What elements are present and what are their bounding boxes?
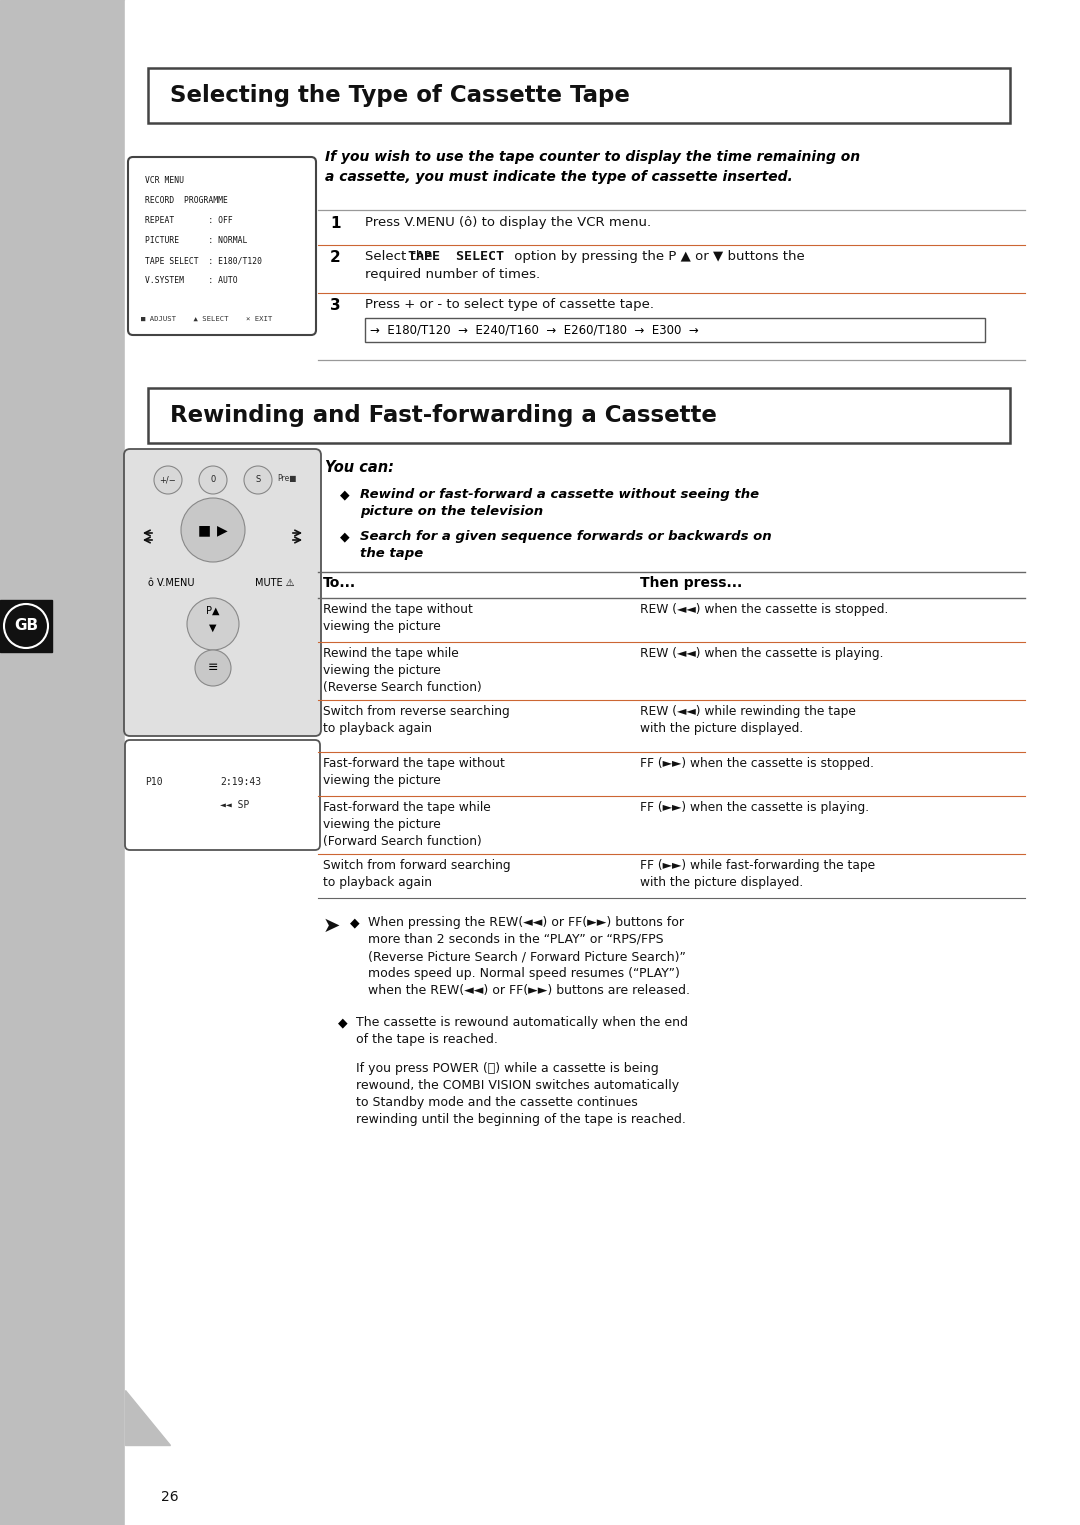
Circle shape — [187, 598, 239, 650]
FancyBboxPatch shape — [125, 740, 320, 849]
Text: Rewinding and Fast-forwarding a Cassette: Rewinding and Fast-forwarding a Cassette — [170, 404, 717, 427]
Polygon shape — [125, 1389, 170, 1446]
Text: ◆: ◆ — [340, 531, 350, 543]
Text: V.SYSTEM     : AUTO: V.SYSTEM : AUTO — [145, 276, 238, 285]
Text: ■ ADJUST    ▲ SELECT    × EXIT: ■ ADJUST ▲ SELECT × EXIT — [141, 316, 272, 322]
Text: +/−: +/− — [160, 476, 176, 485]
Bar — [148, 69, 1010, 124]
Text: FF (►►) while fast-forwarding the tape
with the picture displayed.: FF (►►) while fast-forwarding the tape w… — [640, 859, 875, 889]
Text: Search for a given sequence forwards or backwards on
the tape: Search for a given sequence forwards or … — [360, 531, 771, 560]
Circle shape — [154, 467, 183, 494]
Text: REW (◄◄) while rewinding the tape
with the picture displayed.: REW (◄◄) while rewinding the tape with t… — [640, 705, 855, 735]
Text: Select the: Select the — [365, 250, 436, 262]
Text: GB: GB — [14, 619, 38, 633]
Text: Rewind the tape while
viewing the picture
(Reverse Search function): Rewind the tape while viewing the pictur… — [323, 647, 482, 694]
FancyBboxPatch shape — [129, 157, 316, 336]
Text: ➤: ➤ — [323, 917, 340, 936]
Text: Switch from forward searching
to playback again: Switch from forward searching to playbac… — [323, 859, 511, 889]
Text: RECORD  PROGRAMME: RECORD PROGRAMME — [145, 197, 228, 204]
Text: Rewind or fast-forward a cassette without seeing the
picture on the television: Rewind or fast-forward a cassette withou… — [360, 488, 759, 518]
FancyBboxPatch shape — [124, 448, 321, 737]
Text: 3: 3 — [330, 297, 340, 313]
Text: P▲: P▲ — [206, 605, 219, 616]
Bar — [0, 599, 52, 653]
Text: option by pressing the P ▲ or ▼ buttons the: option by pressing the P ▲ or ▼ buttons … — [510, 250, 805, 262]
Text: 2:19:43: 2:19:43 — [220, 778, 261, 787]
Text: ■: ■ — [198, 523, 211, 537]
Text: Press V.MENU (ô) to display the VCR menu.: Press V.MENU (ô) to display the VCR menu… — [365, 217, 651, 229]
Text: PICTURE      : NORMAL: PICTURE : NORMAL — [145, 236, 247, 246]
Bar — [148, 387, 1010, 442]
Circle shape — [181, 499, 245, 563]
Circle shape — [4, 604, 48, 648]
Circle shape — [199, 467, 227, 494]
Text: If you wish to use the tape counter to display the time remaining on
a cassette,: If you wish to use the tape counter to d… — [325, 149, 860, 183]
Text: ◆: ◆ — [338, 1016, 348, 1029]
Text: VCR MENU: VCR MENU — [145, 175, 184, 185]
Text: TAPE SELECT  : E180/T120: TAPE SELECT : E180/T120 — [145, 256, 262, 265]
Text: Fast-forward the tape while
viewing the picture
(Forward Search function): Fast-forward the tape while viewing the … — [323, 801, 490, 848]
Bar — [125, 0, 1080, 1525]
Text: ≡: ≡ — [207, 662, 218, 674]
Text: ô V.MENU: ô V.MENU — [148, 578, 194, 589]
Text: When pressing the REW(◄◄) or FF(►►) buttons for
more than 2 seconds in the “PLAY: When pressing the REW(◄◄) or FF(►►) butt… — [368, 917, 690, 997]
Text: ▼: ▼ — [210, 624, 217, 633]
Text: →  E180/T120  →  E240/T160  →  E260/T180  →  E300  →: → E180/T120 → E240/T160 → E260/T180 → E3… — [370, 323, 699, 337]
Text: Press + or - to select type of cassette tape.: Press + or - to select type of cassette … — [365, 297, 654, 311]
Text: ◄◄ SP: ◄◄ SP — [220, 801, 249, 810]
Text: REW (◄◄) when the cassette is playing.: REW (◄◄) when the cassette is playing. — [640, 647, 883, 660]
Text: ▶: ▶ — [217, 523, 227, 537]
Text: S: S — [255, 476, 260, 485]
Text: 2: 2 — [330, 250, 341, 265]
Circle shape — [244, 467, 272, 494]
Text: Rewind the tape without
viewing the picture: Rewind the tape without viewing the pict… — [323, 602, 473, 633]
Text: Then press...: Then press... — [640, 576, 742, 590]
Bar — [0, 0, 125, 1525]
Text: P10: P10 — [145, 778, 163, 787]
Text: TAPE  SELECT: TAPE SELECT — [408, 250, 504, 262]
Text: REW (◄◄) when the cassette is stopped.: REW (◄◄) when the cassette is stopped. — [640, 602, 889, 616]
Text: 0: 0 — [211, 476, 216, 485]
Text: You can:: You can: — [325, 461, 394, 474]
Text: 26: 26 — [161, 1490, 179, 1504]
Text: Switch from reverse searching
to playback again: Switch from reverse searching to playbac… — [323, 705, 510, 735]
Text: MUTE ⚠: MUTE ⚠ — [255, 578, 295, 589]
Text: Pre■: Pre■ — [276, 474, 297, 483]
Bar — [365, 319, 985, 342]
Text: ◆: ◆ — [340, 488, 350, 502]
Text: If you press POWER (⏻) while a cassette is being
rewound, the COMBI VISION switc: If you press POWER (⏻) while a cassette … — [356, 1061, 686, 1125]
Text: The cassette is rewound automatically when the end
of the tape is reached.: The cassette is rewound automatically wh… — [356, 1016, 688, 1046]
Text: To...: To... — [323, 576, 356, 590]
Text: FF (►►) when the cassette is stopped.: FF (►►) when the cassette is stopped. — [640, 756, 874, 770]
Circle shape — [195, 650, 231, 686]
Text: ◆: ◆ — [350, 917, 360, 929]
Text: Selecting the Type of Cassette Tape: Selecting the Type of Cassette Tape — [170, 84, 630, 107]
Text: required number of times.: required number of times. — [365, 268, 540, 281]
Text: Fast-forward the tape without
viewing the picture: Fast-forward the tape without viewing th… — [323, 756, 504, 787]
Text: 1: 1 — [330, 217, 340, 230]
Text: FF (►►) when the cassette is playing.: FF (►►) when the cassette is playing. — [640, 801, 869, 814]
Text: REPEAT       : OFF: REPEAT : OFF — [145, 217, 233, 226]
